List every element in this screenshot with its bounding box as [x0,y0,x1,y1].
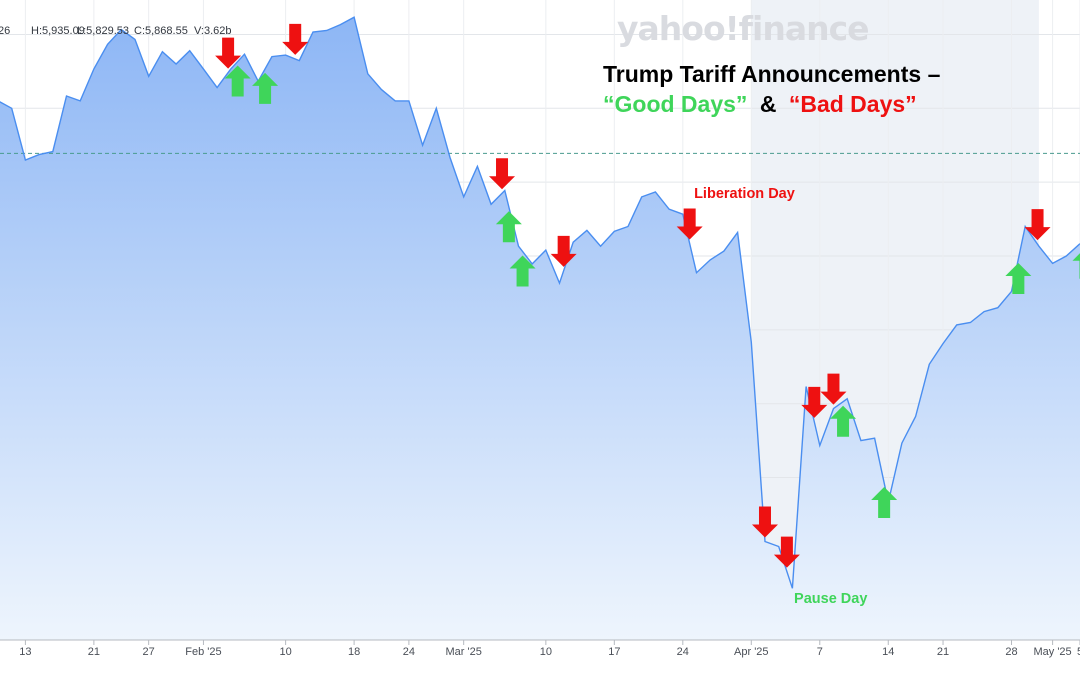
bad-day-arrow-icon [1024,209,1051,241]
ohlc-readout: 26 H:5,935.09 L:5,829.53 C:5,868.55 V:3.… [0,25,232,37]
x-axis-ticks: 13 21 27 Feb '25 10 18 24 Mar '25 10 17 24 Apr '25 7… [19,640,1080,658]
x-tick-label: 10 [540,646,552,658]
ohlc-close: C:5,868.55 [134,25,188,37]
bad-day-arrow-icon [773,536,800,568]
good-day-arrow-icon [509,255,536,287]
svg-text:yahoo!finance: yahoo!finance [617,9,869,48]
ohlc-volume: V:3.62b [194,25,232,37]
x-tick-label: Feb '25 [185,646,221,658]
good-day-arrow-icon [224,65,251,97]
title-good-days: “Good Days” [603,91,747,117]
title-bad-days: “Bad Days” [789,91,917,117]
bad-day-arrow-icon [550,235,577,267]
x-tick-label: 21 [937,646,949,658]
x-tick-label: Mar '25 [445,646,481,658]
good-day-arrow-icon [1005,262,1032,294]
good-day-arrow-icon [830,405,857,437]
bad-day-arrow-icon [751,506,778,538]
x-tick-label: 24 [677,646,689,658]
svg-text:26 H:5,935.09 L:5,: 26 H:5,935.09 L:5,829.53 C:5,868.55 V:3.… [0,25,232,37]
x-tick-label: 17 [608,646,620,658]
bad-day-arrow-icon [215,37,242,69]
x-tick-label: 21 [88,646,100,658]
bad-day-arrow-icon [801,386,828,418]
title-main: Trump Tariff Announcements – [603,61,941,87]
annotations: Liberation Day Pause Day [694,186,867,607]
price-area-fill [0,17,1080,640]
price-line [0,16,1080,589]
x-tick-label: 14 [882,646,894,658]
x-tick-label: 7 [817,646,823,658]
chart-title: Trump Tariff Announcements – “Good Days”… [603,61,941,117]
bad-day-arrow-icon [820,373,847,405]
bad-day-arrow-icon [676,208,703,240]
x-tick-label: Apr '25 [734,646,769,658]
bad-day-arrow-icon [489,158,516,190]
ohlc-high: H:5,935.09 [31,25,85,37]
bad-day-arrow-icon [282,23,309,55]
good-day-arrow-icon [495,211,522,243]
annotation-label: Pause Day [794,591,867,607]
good-day-arrow-icon [252,72,279,104]
ohlc-open: 26 [0,25,10,37]
good-day-arrow-icon [1072,253,1080,279]
svg-text:“Good Days” & “Bad: “Good Days” & “Bad Days” [603,91,917,117]
day-markers [215,23,1080,568]
x-tick-label: May '25 [1034,646,1072,658]
annotation-label: Liberation Day [694,186,795,202]
x-tick-label: 5 [1077,646,1080,658]
title-ampersand: & [760,91,777,117]
x-tick-label: 28 [1005,646,1017,658]
x-tick-label: 27 [143,646,155,658]
x-tick-label: 13 [19,646,31,658]
yahoo-finance-watermark: yahoo!finance [617,9,870,48]
ohlc-low: L:5,829.53 [77,25,129,37]
x-tick-label: 18 [348,646,360,658]
x-tick-label: 24 [403,646,415,658]
good-day-arrow-icon [871,486,898,518]
x-tick-label: 10 [279,646,291,658]
